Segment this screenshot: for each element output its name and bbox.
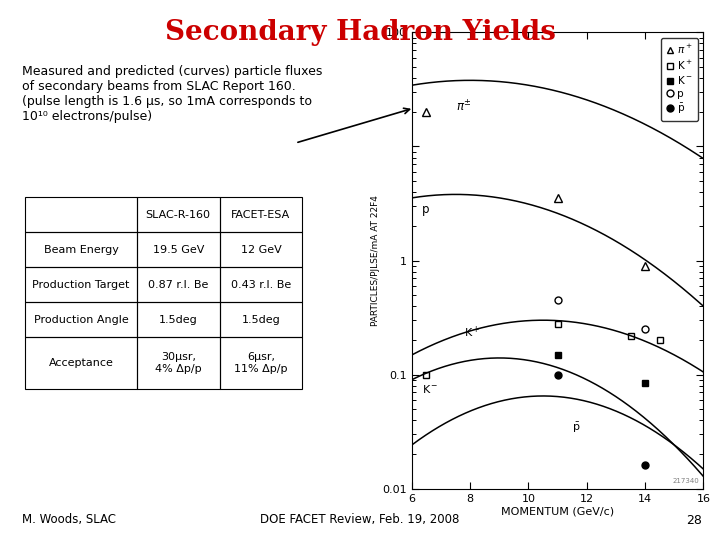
X-axis label: MOMENTUM (GeV/c): MOMENTUM (GeV/c): [501, 507, 614, 516]
Legend: $\pi^+$, K$^+$, K$^-$, p, $\bar{\rm p}$: $\pi^+$, K$^+$, K$^-$, p, $\bar{\rm p}$: [661, 38, 698, 121]
Text: Production Target: Production Target: [32, 280, 130, 290]
Text: 12 GeV: 12 GeV: [240, 245, 282, 255]
Text: K$^+$: K$^+$: [464, 325, 481, 340]
Text: K$^-$: K$^-$: [422, 383, 438, 395]
Text: Secondary Hadron Yields: Secondary Hadron Yields: [165, 19, 555, 46]
Text: 19.5 GeV: 19.5 GeV: [153, 245, 204, 255]
Text: FACET-ESA: FACET-ESA: [231, 210, 291, 220]
Text: Acceptance: Acceptance: [48, 358, 114, 368]
Text: 6μsr,
11% Δp/p: 6μsr, 11% Δp/p: [234, 352, 288, 374]
Text: 0.43 r.l. Be: 0.43 r.l. Be: [231, 280, 291, 290]
Text: M. Woods, SLAC: M. Woods, SLAC: [22, 514, 116, 526]
Text: p: p: [422, 203, 430, 216]
Text: 1.5deg: 1.5deg: [242, 315, 280, 325]
Text: $\bar{\rm p}$: $\bar{\rm p}$: [572, 421, 580, 435]
Text: Measured and predicted (curves) particle fluxes
of secondary beams from SLAC Rep: Measured and predicted (curves) particle…: [22, 65, 322, 123]
Text: SLAC-R-160: SLAC-R-160: [145, 210, 211, 220]
Text: 0.87 r.l. Be: 0.87 r.l. Be: [148, 280, 208, 290]
Text: 28: 28: [686, 514, 702, 526]
Text: Beam Energy: Beam Energy: [44, 245, 118, 255]
Text: 30μsr,
4% Δp/p: 30μsr, 4% Δp/p: [155, 352, 202, 374]
Y-axis label: PARTICLES/PJLSE/mA AT 22F4: PARTICLES/PJLSE/mA AT 22F4: [371, 195, 379, 326]
Text: $\pi^{\pm}$: $\pi^{\pm}$: [456, 100, 471, 115]
Text: DOE FACET Review, Feb. 19, 2008: DOE FACET Review, Feb. 19, 2008: [261, 514, 459, 526]
Text: Production Angle: Production Angle: [34, 315, 128, 325]
Text: 1.5deg: 1.5deg: [159, 315, 197, 325]
Text: 217340: 217340: [672, 478, 699, 484]
